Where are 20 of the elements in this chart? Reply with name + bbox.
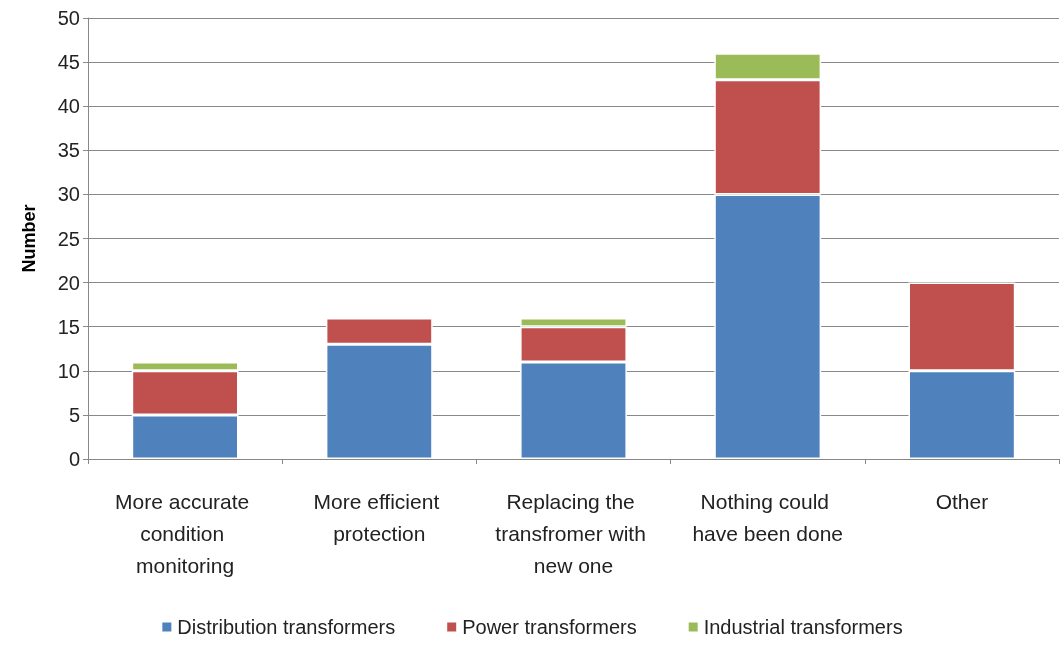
- legend-label: Power transformers: [462, 616, 637, 638]
- y-tick-label: 40: [57, 95, 80, 118]
- x-tick-label: Other: [935, 489, 989, 513]
- legend-label: Distribution transformers: [177, 616, 396, 638]
- y-axis-title: Number: [19, 204, 39, 273]
- y-tick-label: 20: [57, 271, 80, 294]
- legend-label: Industrial transformers: [703, 616, 903, 638]
- y-tick-label: 45: [57, 51, 80, 74]
- y-tick-label: 5: [68, 403, 80, 426]
- x-tick-label: More efficient protection: [313, 489, 446, 545]
- x-tick-label: More accurate condition monitoring: [115, 489, 256, 577]
- y-tick-label: 30: [57, 183, 80, 206]
- y-tick-label: 0: [68, 448, 80, 470]
- y-tick-label: 25: [57, 227, 80, 250]
- y-tick-label: 10: [57, 359, 80, 382]
- y-tick-label: 50: [57, 7, 80, 29]
- x-tick-label: Nothing could have been done: [692, 489, 844, 545]
- x-tick-label: Replacing the transfromer with new one: [495, 489, 652, 577]
- y-tick-label: 15: [57, 315, 80, 338]
- y-tick-label: 35: [57, 139, 80, 162]
